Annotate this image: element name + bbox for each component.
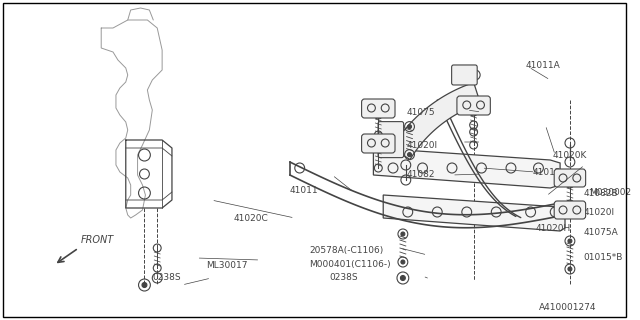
Polygon shape bbox=[392, 83, 481, 160]
Text: 41020C: 41020C bbox=[234, 213, 269, 222]
Text: 41075: 41075 bbox=[407, 108, 435, 116]
Circle shape bbox=[142, 283, 147, 287]
Text: 01015*B: 01015*B bbox=[584, 253, 623, 262]
Text: 41011A: 41011A bbox=[525, 60, 561, 69]
Circle shape bbox=[568, 239, 572, 243]
Circle shape bbox=[401, 260, 405, 264]
Polygon shape bbox=[383, 195, 565, 231]
Text: 41020K: 41020K bbox=[552, 150, 587, 159]
Text: 41082: 41082 bbox=[407, 170, 435, 179]
Text: A410001274: A410001274 bbox=[538, 303, 596, 313]
FancyBboxPatch shape bbox=[457, 96, 490, 115]
Text: 41011: 41011 bbox=[290, 186, 319, 195]
Text: 41020I: 41020I bbox=[584, 207, 615, 217]
FancyBboxPatch shape bbox=[554, 169, 586, 187]
Text: M030002: M030002 bbox=[589, 188, 632, 196]
Text: FRONT: FRONT bbox=[81, 235, 114, 245]
Circle shape bbox=[408, 124, 412, 129]
Text: 41020I: 41020I bbox=[407, 140, 438, 149]
Text: 41020H: 41020H bbox=[536, 223, 571, 233]
Text: M000401(C1106-): M000401(C1106-) bbox=[310, 260, 391, 269]
FancyBboxPatch shape bbox=[378, 122, 404, 158]
FancyBboxPatch shape bbox=[452, 65, 477, 85]
Circle shape bbox=[401, 232, 405, 236]
Text: 20578A(-C1106): 20578A(-C1106) bbox=[310, 245, 384, 254]
Text: 0238S: 0238S bbox=[329, 274, 358, 283]
Polygon shape bbox=[373, 148, 560, 188]
FancyBboxPatch shape bbox=[362, 99, 395, 118]
FancyBboxPatch shape bbox=[362, 134, 395, 153]
Circle shape bbox=[568, 267, 572, 271]
Text: ML30017: ML30017 bbox=[206, 260, 248, 269]
Text: 41012: 41012 bbox=[532, 167, 561, 177]
Text: 41082B: 41082B bbox=[584, 188, 618, 197]
Text: 0238S: 0238S bbox=[152, 274, 181, 283]
FancyBboxPatch shape bbox=[554, 201, 586, 219]
Circle shape bbox=[408, 153, 412, 156]
Text: 41075A: 41075A bbox=[584, 228, 618, 236]
Circle shape bbox=[401, 276, 405, 281]
